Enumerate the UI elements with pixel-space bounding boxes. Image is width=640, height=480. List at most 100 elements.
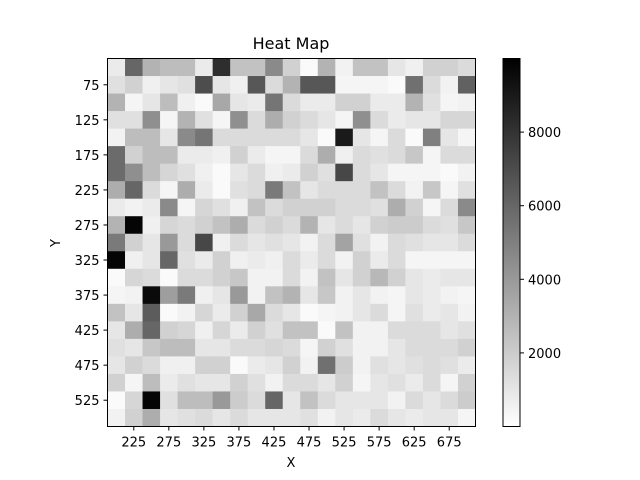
- heatmap-cell: [335, 181, 354, 200]
- heatmap-cell: [107, 58, 126, 77]
- heatmap-cell: [125, 163, 143, 182]
- x-tick-label: 675: [437, 436, 462, 451]
- heatmap-cell: [317, 198, 336, 217]
- heatmap-cell: [405, 356, 424, 375]
- heatmap-cell: [440, 146, 459, 165]
- heatmap-cells: [107, 58, 476, 427]
- heatmap-cell: [125, 216, 143, 235]
- heatmap-cell: [282, 268, 301, 287]
- heatmap-cell: [422, 373, 441, 392]
- heatmap-cell: [247, 146, 266, 165]
- heatmap-cell: [247, 198, 266, 217]
- heatmap-cell: [142, 76, 161, 94]
- heatmap-cell: [440, 128, 459, 147]
- heatmap-cell: [457, 216, 476, 235]
- heatmap-cell: [230, 76, 249, 94]
- heatmap-cell: [177, 146, 196, 165]
- heatmap-cell: [195, 391, 214, 410]
- heatmap-cell: [160, 128, 178, 147]
- heatmap-cell: [125, 286, 143, 305]
- heatmap-cell: [422, 216, 441, 235]
- heatmap-cell: [282, 373, 301, 392]
- heatmap-cell: [125, 321, 143, 340]
- heatmap-cell: [125, 233, 143, 252]
- heatmap-cell: [335, 303, 354, 322]
- heatmap-cell: [195, 58, 214, 77]
- heatmap-cell: [300, 286, 319, 305]
- heatmap-cell: [282, 391, 301, 410]
- heatmap-cell: [142, 58, 161, 77]
- plot-frame: [107, 58, 476, 427]
- heatmap-cell: [247, 391, 266, 410]
- heatmap-cell: [300, 356, 319, 375]
- heatmap-cell: [212, 233, 231, 252]
- y-tick-label: 75: [83, 79, 100, 94]
- heatmap-cell: [125, 373, 143, 392]
- heatmap-cell: [352, 321, 371, 340]
- heatmap-cell: [352, 373, 371, 392]
- heatmap-cell: [265, 268, 284, 287]
- heatmap-cell: [457, 181, 476, 200]
- heatmap-cell: [212, 373, 231, 392]
- heatmap-cell: [370, 391, 389, 410]
- heatmap-cell: [405, 338, 424, 357]
- heatmap-cell: [160, 391, 178, 410]
- heatmap-cell: [195, 286, 214, 305]
- heatmap-cell: [370, 58, 389, 77]
- heatmap-cell: [387, 303, 406, 322]
- heatmap-cell: [195, 251, 214, 270]
- heatmap-cell: [107, 93, 126, 112]
- x-tick-label: 275: [156, 436, 181, 451]
- heatmap-cell: [405, 268, 424, 287]
- heatmap-cell: [300, 268, 319, 287]
- heatmap-cell: [387, 321, 406, 340]
- heatmap-cell: [440, 338, 459, 357]
- heatmap-cell: [177, 58, 196, 77]
- heatmap-cell: [125, 198, 143, 217]
- heatmap-cell: [107, 321, 126, 340]
- heatmap-cell: [107, 286, 126, 305]
- heatmap-cell: [300, 338, 319, 357]
- heatmap-cell: [405, 373, 424, 392]
- heatmap-cell: [300, 321, 319, 340]
- heatmap-cell: [107, 233, 126, 252]
- heatmap-cell: [422, 338, 441, 357]
- heatmap-cell: [212, 286, 231, 305]
- y-tick-label: 375: [75, 289, 100, 304]
- heatmap-cell: [142, 198, 161, 217]
- heatmap-cell: [422, 268, 441, 287]
- y-tick-label: 525: [75, 394, 100, 409]
- heatmap-cell: [317, 391, 336, 410]
- heatmap-cell: [457, 251, 476, 270]
- heatmap-cell: [265, 321, 284, 340]
- heatmap-cell: [282, 286, 301, 305]
- heatmap-cell: [440, 216, 459, 235]
- heatmap-cell: [335, 76, 354, 94]
- heatmap-cell: [160, 338, 178, 357]
- heatmap-cell: [335, 128, 354, 147]
- heatmap-cell: [440, 286, 459, 305]
- heatmap-cell: [125, 111, 143, 129]
- heatmap-cell: [160, 286, 178, 305]
- heatmap-cell: [125, 268, 143, 287]
- heatmap-cell: [107, 408, 126, 427]
- heatmap-cell: [212, 58, 231, 77]
- heatmap-cell: [282, 181, 301, 200]
- heatmap-cell: [177, 163, 196, 182]
- heatmap-cell: [247, 408, 266, 427]
- heatmap-cell: [440, 408, 459, 427]
- heatmap-cell: [440, 356, 459, 375]
- heatmap-cell: [125, 356, 143, 375]
- heatmap-cell: [422, 111, 441, 129]
- heatmap-cell: [457, 391, 476, 410]
- heatmap-cell: [300, 76, 319, 94]
- heatmap-cell: [352, 268, 371, 287]
- heatmap-cell: [160, 181, 178, 200]
- heatmap-cell: [107, 146, 126, 165]
- heatmap-cell: [387, 198, 406, 217]
- heatmap-cell: [370, 128, 389, 147]
- heatmap-cell: [352, 93, 371, 112]
- heatmap-cell: [317, 163, 336, 182]
- colorbar-tick-label: 8000: [528, 126, 561, 141]
- heatmap-cell: [317, 76, 336, 94]
